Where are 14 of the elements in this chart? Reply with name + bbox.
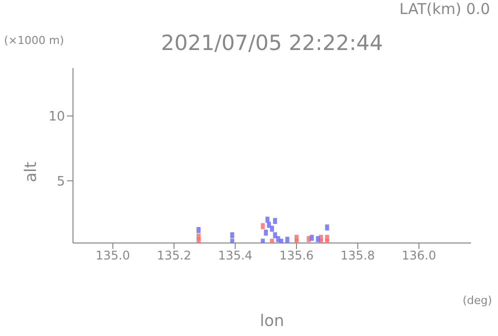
y-tick-label: 5 bbox=[56, 174, 65, 190]
y-axis-title: alt bbox=[21, 162, 40, 182]
text: (×1000 m) bbox=[4, 34, 64, 47]
text: (deg) bbox=[462, 294, 492, 307]
x-tick-label: 135.2 bbox=[156, 248, 192, 263]
x-tick-label: 135.4 bbox=[218, 248, 252, 263]
y-tick-label: 10 bbox=[48, 110, 65, 125]
x-tick-label: 135.6 bbox=[279, 248, 314, 263]
x-tick-label: 135.0 bbox=[96, 248, 130, 263]
x-tick-label: 135.8 bbox=[340, 248, 375, 263]
text: LAT(km) 0.0 bbox=[399, 0, 490, 18]
x-axis-title: lon bbox=[260, 311, 284, 330]
chart-title: 2021/07/05 22:22:44 bbox=[160, 31, 384, 55]
x-tick-label: 136.0 bbox=[402, 248, 436, 263]
